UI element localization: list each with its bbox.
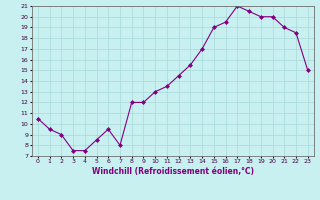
X-axis label: Windchill (Refroidissement éolien,°C): Windchill (Refroidissement éolien,°C) xyxy=(92,167,254,176)
